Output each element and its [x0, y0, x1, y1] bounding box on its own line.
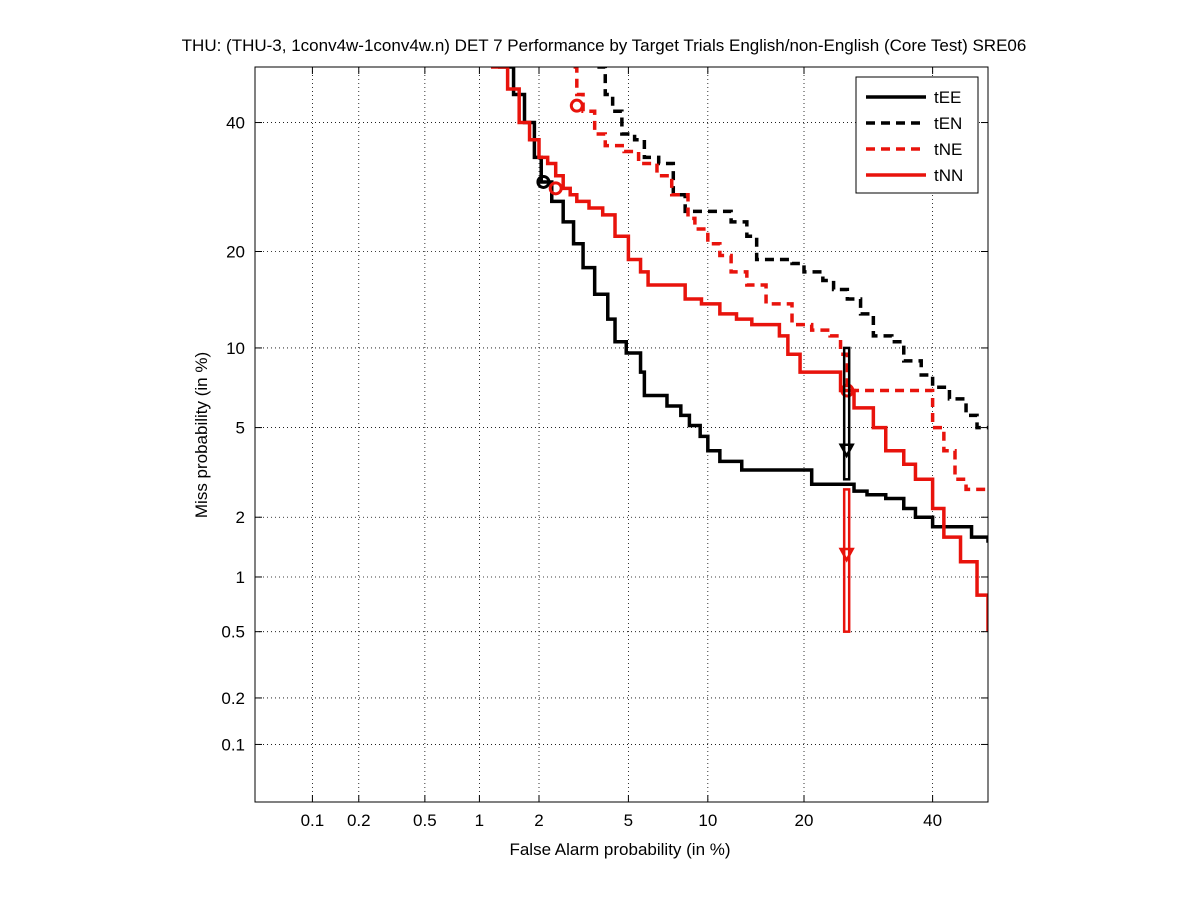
x-tick-label: 5	[624, 811, 633, 830]
x-tick-label: 40	[923, 811, 942, 830]
y-tick-label: 0.2	[221, 689, 245, 708]
marker-layer	[536, 98, 855, 633]
operating-point-circle	[840, 383, 855, 398]
series-line-tee	[497, 67, 988, 543]
series-line-tnn	[490, 67, 988, 632]
x-axis-label: False Alarm probability (in %)	[509, 840, 730, 859]
x-tick-label: 0.2	[347, 811, 371, 830]
x-tick-label: 0.5	[413, 811, 437, 830]
interval-point-marker	[838, 547, 855, 563]
x-tick-label: 20	[795, 811, 814, 830]
y-tick-label: 0.5	[221, 623, 245, 642]
chart-title: THU: (THU-3, 1conv4w-1conv4w.n) DET 7 Pe…	[182, 36, 1027, 55]
x-tick-label: 1	[475, 811, 484, 830]
y-tick-label: 2	[236, 508, 245, 527]
y-tick-label: 0.1	[221, 735, 245, 754]
series-layer	[490, 67, 988, 632]
axes-border	[254, 66, 989, 803]
y-tick-label: 10	[226, 339, 245, 358]
y-tick-label: 20	[226, 243, 245, 262]
legend-label-tne: tNE	[934, 140, 962, 159]
series-line-tne	[573, 67, 988, 492]
grid-lines	[255, 67, 988, 802]
x-tick-label: 2	[534, 811, 543, 830]
interval-point-marker	[838, 443, 855, 459]
operating-point-circle	[536, 174, 551, 189]
legend-label-tnn: tNN	[934, 166, 963, 185]
legend-items: tEE tEN tNE tNN	[866, 88, 963, 185]
legend-label-tee: tEE	[934, 88, 961, 107]
x-tick-label: 10	[698, 811, 717, 830]
y-tick-label: 40	[226, 114, 245, 133]
operating-point-circle	[569, 98, 584, 113]
confidence-interval	[842, 346, 851, 481]
legend-label-ten: tEN	[934, 114, 962, 133]
confidence-interval	[842, 488, 851, 633]
series-line-ten	[597, 67, 988, 430]
y-axis-ticks: 0.1 0.2 0.5 1 2 5 10 20 40	[221, 114, 988, 754]
operating-point-circle	[548, 181, 563, 196]
x-axis-ticks: 0.1 0.2 0.5 1 2 5 10 20 40	[301, 67, 942, 830]
y-axis-label: Miss probability (in %)	[192, 352, 211, 518]
y-tick-label: 1	[236, 568, 245, 587]
y-tick-label: 5	[236, 419, 245, 438]
legend: tEE tEN tNE tNN	[855, 76, 979, 194]
x-tick-label: 0.1	[301, 811, 325, 830]
